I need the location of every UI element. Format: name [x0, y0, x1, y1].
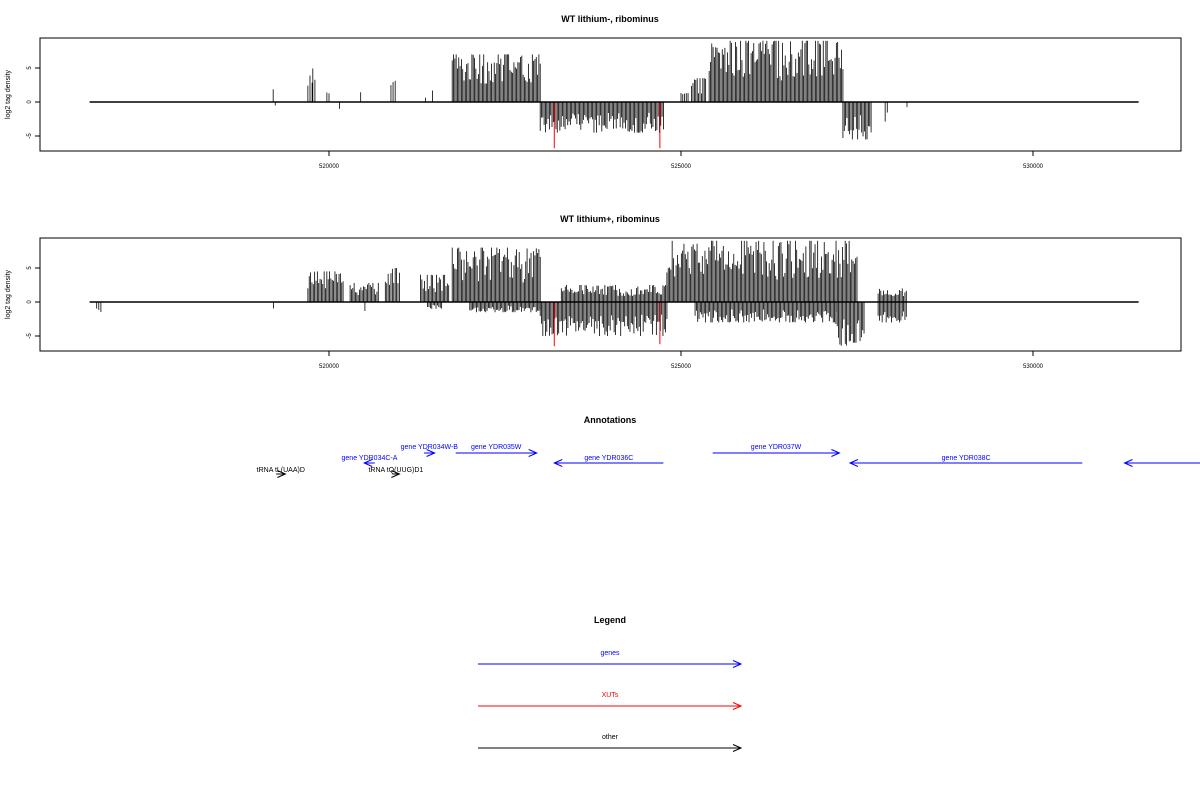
annotations-title: Annotations: [584, 415, 637, 425]
arrow-head: [553, 459, 563, 467]
panel-frame: [39, 237, 1182, 352]
feature-label: gene YDR038C: [942, 455, 991, 462]
y-axis-label: log2 tag density: [5, 269, 12, 319]
feature-label: gene YDR035W: [471, 444, 522, 451]
y-tick-label: 0: [27, 300, 33, 304]
density-panel-lithium-plus: WT lithium+, ribominus 520000 525000 530000…: [5, 214, 1182, 370]
y-axis-label: log2 tag density: [5, 69, 12, 119]
arrow-head: [848, 459, 859, 467]
arrow-head: [426, 449, 436, 457]
legend-label: other: [602, 734, 619, 741]
arrow-head: [528, 449, 538, 457]
panel-frame: [39, 37, 1182, 152]
arrow-head: [391, 470, 401, 478]
density-bars: [96, 240, 907, 346]
arrow-head: [831, 449, 841, 457]
density-panel-lithium-minus: WT lithium-, ribominus 520000 525000 530000…: [5, 14, 1182, 170]
x-tick-label: 530000: [1023, 164, 1044, 170]
panel-title: WT lithium+, ribominus: [560, 214, 660, 224]
x-tick-label: 520000: [319, 364, 340, 370]
y-tick-label: 0: [27, 100, 33, 104]
feature-label: gene YDR036C: [584, 455, 633, 462]
x-tick-label: 520000: [319, 164, 340, 170]
feature-label: tRNA tL(UAA)D: [257, 467, 305, 474]
arrow-head: [732, 660, 743, 668]
arrow-head: [1123, 459, 1133, 467]
feature-label: tRNA tQ(UUG)D1: [368, 467, 423, 474]
annotations-panel: Annotations gene YDR034W-B gene YDR035W ge…: [257, 415, 1200, 478]
arrow-head: [732, 702, 743, 710]
x-tick-label: 525000: [671, 364, 692, 370]
panel-title: WT lithium-, ribominus: [561, 14, 659, 24]
arrow-head: [362, 459, 373, 467]
feature-label: gene YDR037W: [751, 444, 802, 451]
feature-label: gene YDR034W-B: [401, 444, 459, 451]
x-tick-label: 530000: [1023, 364, 1044, 370]
arrow-head: [732, 744, 743, 752]
y-tick-label: 5: [27, 66, 33, 70]
x-tick-label: 525000: [671, 164, 692, 170]
legend-label: genes: [600, 650, 620, 657]
density-bars: [272, 40, 908, 140]
y-tick-label: 5: [27, 266, 33, 270]
feature-label: gene YDR034C-A: [342, 455, 398, 462]
legend-panel: Legend genes XUTs other: [478, 615, 743, 752]
legend-label: XUTs: [602, 692, 619, 699]
arrow-head: [277, 470, 287, 478]
legend-title: Legend: [594, 615, 626, 625]
y-tick-label: -5: [27, 133, 33, 139]
y-tick-label: -5: [27, 333, 33, 339]
